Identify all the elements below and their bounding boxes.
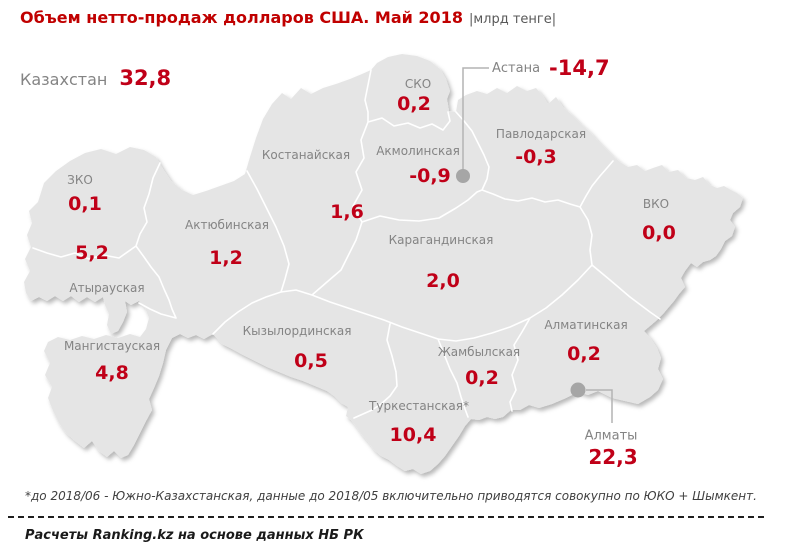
page-title: Объем нетто-продаж долларов США. Май 201… (20, 8, 556, 27)
astana-callout: Астана -14,7 (492, 56, 610, 80)
almaty-leader-line (586, 389, 613, 423)
almaty-value: 22,3 (588, 445, 638, 469)
chart-unit: |млрд тенге| (468, 12, 557, 27)
footnote: *до 2018/06 - Южно-Казахстанская, данные… (25, 489, 757, 503)
almaty-city-dot (570, 382, 586, 398)
country-total: Казахстан 32,8 (20, 66, 171, 90)
astana-leader-line (462, 67, 489, 170)
country-total-label: Казахстан (20, 70, 108, 89)
dashed-divider (8, 516, 764, 518)
country-total-value: 32,8 (119, 66, 172, 90)
country-shape (24, 54, 743, 474)
region-borders (32, 69, 661, 419)
astana-city-dot (456, 169, 470, 183)
astana-label: Астана (492, 60, 541, 76)
almaty-label: Алматы (584, 428, 638, 444)
astana-value: -14,7 (549, 56, 610, 80)
source-credit: Расчеты Ranking.kz на основе данных НБ Р… (25, 528, 364, 543)
chart-title: Объем нетто-продаж долларов США. Май 201… (20, 8, 463, 27)
